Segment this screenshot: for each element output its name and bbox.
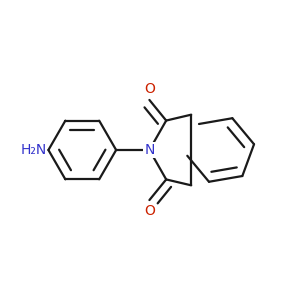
Text: O: O	[144, 82, 155, 96]
Text: H₂N: H₂N	[21, 143, 47, 157]
Text: N: N	[144, 143, 154, 157]
Text: O: O	[144, 204, 155, 218]
